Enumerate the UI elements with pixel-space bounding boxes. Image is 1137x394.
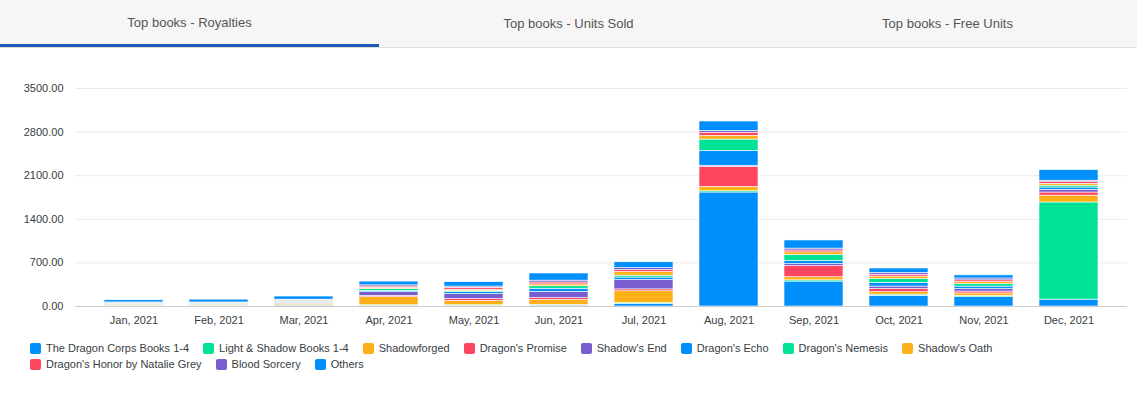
svg-text:Dec, 2021: Dec, 2021 xyxy=(1044,314,1094,326)
svg-text:Sep, 2021: Sep, 2021 xyxy=(789,314,839,326)
html-text:Shadow's Oath: Shadow's Oath xyxy=(918,342,993,354)
html-text:Light & Shadow Books 1-4: Light & Shadow Books 1-4 xyxy=(219,342,349,354)
svg-text:Mar, 2021: Mar, 2021 xyxy=(280,314,329,326)
html-text:Dragon's Honor by Natalie Grey: Dragon's Honor by Natalie Grey xyxy=(46,358,202,370)
svg-text:Apr, 2021: Apr, 2021 xyxy=(365,314,412,326)
svg-text:Jun, 2021: Jun, 2021 xyxy=(535,314,583,326)
html-text:Others: Others xyxy=(330,358,364,370)
svg-text:Jan, 2021: Jan, 2021 xyxy=(110,314,158,326)
html-text:Shadowforged: Shadowforged xyxy=(378,342,450,354)
svg-text:May, 2021: May, 2021 xyxy=(449,314,500,326)
html-text:Top books - Units Sold: Top books - Units Sold xyxy=(503,16,634,31)
svg-text:Feb, 2021: Feb, 2021 xyxy=(194,314,244,326)
svg-text:2800.00: 2800.00 xyxy=(24,126,64,138)
html-text:Dragon's Promise: Dragon's Promise xyxy=(479,342,567,354)
svg-text:2100.00: 2100.00 xyxy=(24,169,64,181)
html-text:Top books - Royalties: Top books - Royalties xyxy=(127,14,252,30)
svg-text:0.00: 0.00 xyxy=(42,300,63,312)
html-text:Blood Sorcery: Blood Sorcery xyxy=(231,358,301,370)
html-text:The Dragon Corps Books 1-4: The Dragon Corps Books 1-4 xyxy=(46,342,190,354)
svg-text:700.00: 700.00 xyxy=(30,256,64,268)
html-text:Dragon's Echo: Dragon's Echo xyxy=(696,342,769,354)
html-text:Dragon's Nemesis: Dragon's Nemesis xyxy=(798,342,889,354)
svg-text:1400.00: 1400.00 xyxy=(24,213,64,225)
svg-text:Jul, 2021: Jul, 2021 xyxy=(622,314,667,326)
svg-text:Oct, 2021: Oct, 2021 xyxy=(875,314,923,326)
html-text:Shadow's End: Shadow's End xyxy=(596,342,667,354)
svg-text:Aug, 2021: Aug, 2021 xyxy=(704,314,754,326)
html-text:Top books - Free Units: Top books - Free Units xyxy=(882,16,1013,31)
svg-text:3500.00: 3500.00 xyxy=(24,82,64,94)
svg-text:Nov, 2021: Nov, 2021 xyxy=(959,314,1008,326)
